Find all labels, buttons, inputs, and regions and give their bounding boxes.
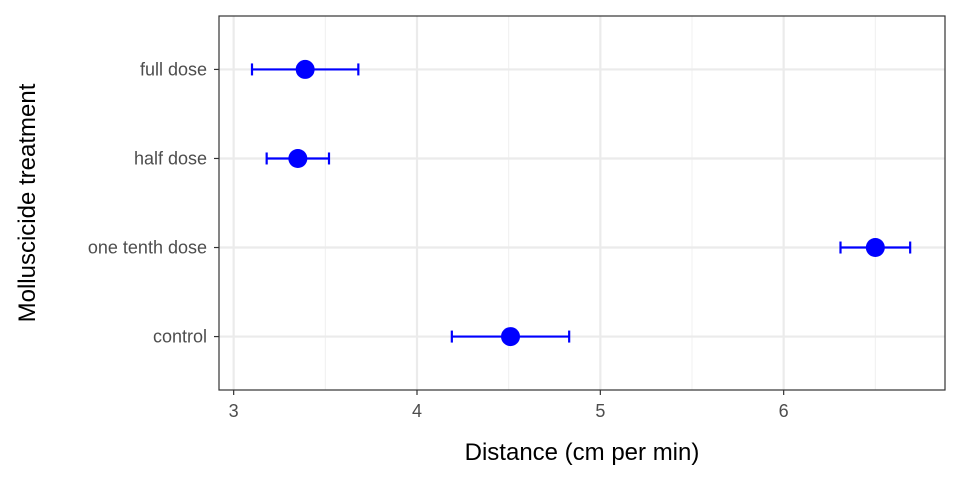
x-axis: 3 4 5 6 [229, 390, 789, 421]
x-axis-title: Distance (cm per min) [465, 439, 700, 466]
data-point [295, 59, 315, 79]
y-tick-label: full dose [140, 59, 207, 79]
panel-border [218, 15, 946, 391]
y-tick-label: control [153, 327, 207, 347]
y-axis-title: Molluscicide treatment [14, 83, 41, 322]
data-point [865, 238, 885, 258]
data-point [501, 327, 520, 347]
y-tick-label: one tenth dose [88, 238, 207, 258]
data-points [288, 59, 885, 347]
y-axis: control one tenth dose half dose full dose [88, 59, 219, 347]
x-tick-label: 6 [779, 401, 789, 421]
x-tick-label: 4 [412, 401, 422, 421]
y-tick-label: half dose [134, 148, 207, 168]
x-tick-label: 5 [595, 401, 605, 421]
grid [219, 16, 945, 390]
data-point [288, 148, 308, 168]
x-tick-label: 3 [229, 401, 239, 421]
